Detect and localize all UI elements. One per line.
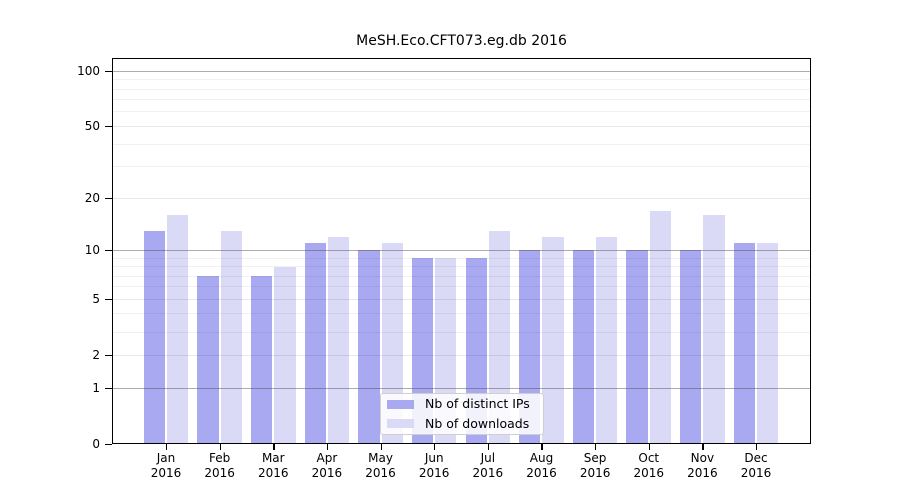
y-tick-50 — [105, 125, 112, 128]
minor-gridline-7 — [112, 275, 811, 277]
bar-ips-feb — [197, 276, 219, 444]
x-tick-label-jul: Jul 2016 — [472, 451, 504, 480]
bar-ips-jan — [143, 230, 165, 444]
bar-downloads-jan — [167, 215, 189, 444]
legend-entry-downloads: Nb of downloads — [387, 416, 535, 433]
y-tick-label-10: 10 — [84, 242, 100, 257]
x-tick-label-nov: Nov 2016 — [687, 451, 718, 480]
minor-gridline-8 — [112, 266, 811, 267]
x-tick-label-jan: Jan 2016 — [150, 451, 182, 480]
gridline-10 — [112, 249, 811, 252]
x-tick-label-feb: Feb 2016 — [204, 451, 235, 480]
x-tick-oct — [648, 444, 651, 450]
chart-title: MeSH.Eco.CFT073.eg.db 2016 — [356, 33, 567, 49]
legend-label-distinct-ips: Nb of distinct IPs — [425, 396, 530, 412]
x-tick-may — [380, 444, 382, 450]
gridline-100 — [112, 70, 811, 73]
y-tick-label-1: 1 — [92, 380, 100, 395]
x-tick-feb — [219, 444, 221, 450]
legend-entry-distinct-ips: Nb of distinct IPs — [387, 396, 535, 413]
y-tick-label-20: 20 — [84, 190, 100, 205]
gridline-50 — [112, 125, 811, 127]
legend: Nb of distinct IPs Nb of downloads — [380, 393, 544, 435]
minor-gridline-3 — [112, 331, 811, 333]
minor-gridline-60 — [112, 111, 811, 113]
bar-downloads-aug — [542, 236, 564, 444]
x-tick-aug — [541, 444, 543, 450]
x-tick-label-mar: Mar 2016 — [257, 451, 289, 480]
y-tick-2 — [105, 354, 112, 357]
x-tick-label-apr: Apr 2016 — [311, 451, 343, 480]
x-tick-label-dec: Dec 2016 — [740, 451, 772, 480]
y-tick-10 — [105, 249, 112, 252]
x-tick-dec — [756, 444, 758, 450]
minor-gridline-9 — [112, 257, 811, 259]
x-tick-label-oct: Oct 2016 — [633, 451, 665, 480]
bar-ips-mar — [250, 276, 273, 444]
y-tick-1 — [105, 387, 112, 389]
x-tick-label-sep: Sep 2016 — [579, 451, 611, 480]
y-tick-label-50: 50 — [84, 118, 100, 133]
gridline-20 — [112, 197, 811, 199]
bar-ips-apr — [304, 243, 326, 444]
x-tick-jul — [487, 444, 490, 450]
legend-swatch-downloads — [387, 419, 414, 429]
bar-ips-nov — [680, 250, 702, 444]
minor-gridline-90 — [112, 79, 811, 81]
x-tick-label-aug: Aug 2016 — [526, 451, 557, 480]
bar-downloads-sep — [596, 236, 618, 444]
bar-downloads-feb — [220, 230, 242, 444]
gridline-2 — [112, 354, 811, 356]
y-tick-label-100: 100 — [77, 63, 100, 78]
minor-gridline-6 — [112, 286, 811, 288]
y-tick-100 — [105, 70, 112, 72]
bar-ips-dec — [733, 243, 756, 444]
legend-swatch-distinct-ips — [387, 399, 414, 409]
minor-gridline-4 — [112, 313, 811, 315]
minor-gridline-40 — [112, 143, 811, 145]
y-tick-0 — [105, 443, 112, 445]
gridline-1 — [112, 387, 811, 389]
minor-gridline-30 — [112, 166, 811, 168]
bar-ips-sep — [572, 250, 595, 444]
y-tick-label-5: 5 — [92, 291, 100, 306]
x-tick-mar — [273, 444, 275, 450]
x-tick-nov — [702, 444, 704, 450]
bar-ips-oct — [626, 250, 648, 444]
x-tick-apr — [326, 444, 329, 450]
x-tick-label-may: May 2016 — [365, 451, 396, 480]
x-tick-jun — [434, 444, 436, 450]
y-tick-5 — [105, 298, 112, 301]
bar-downloads-apr — [327, 236, 350, 444]
y-tick-20 — [105, 197, 112, 199]
bar-downloads-jul — [488, 230, 511, 444]
x-tick-label-jun: Jun 2016 — [418, 451, 450, 480]
bar-downloads-nov — [703, 215, 725, 444]
bar-downloads-dec — [757, 243, 779, 444]
bar-downloads-oct — [649, 210, 672, 444]
y-tick-label-2: 2 — [92, 347, 100, 362]
bar-ips-may — [358, 250, 380, 444]
minor-gridline-70 — [112, 99, 811, 101]
bar-downloads-mar — [274, 266, 296, 444]
x-tick-sep — [595, 444, 597, 450]
x-tick-jan — [166, 444, 168, 450]
plot-area — [112, 58, 811, 444]
minor-gridline-80 — [112, 88, 811, 90]
gridline-5 — [112, 298, 811, 300]
legend-label-downloads: Nb of downloads — [425, 415, 530, 431]
y-tick-label-0: 0 — [92, 436, 100, 451]
